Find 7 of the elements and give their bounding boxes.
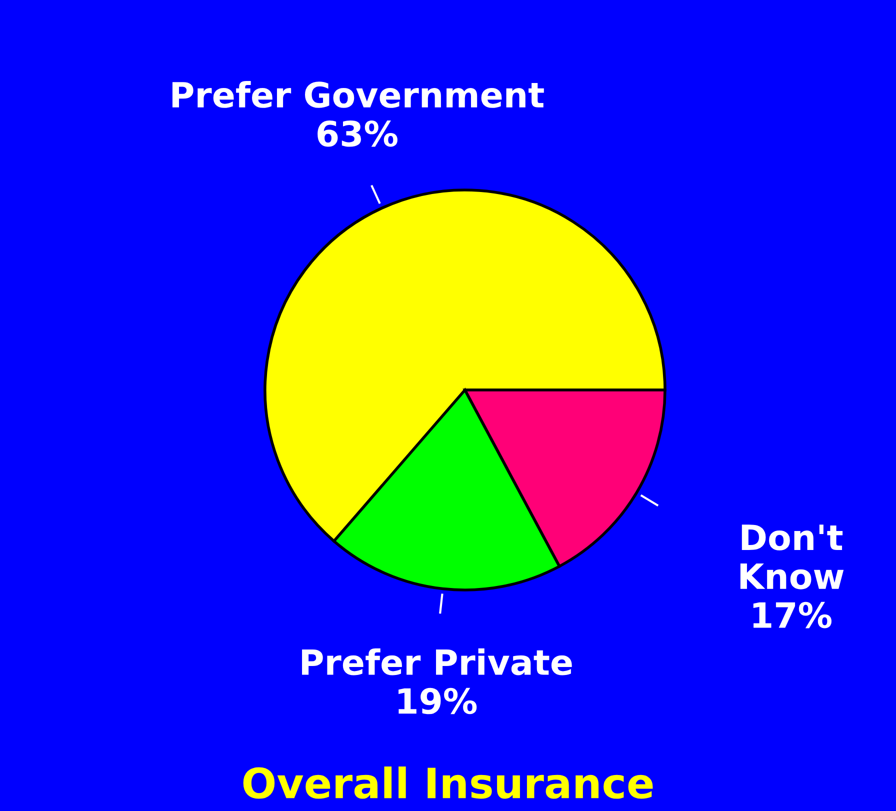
data-label: 17% xyxy=(753,602,832,628)
slice-label: Prefer Private xyxy=(302,648,572,676)
text: Overall Insurance xyxy=(243,766,653,799)
data-label: 19% xyxy=(398,688,477,714)
slice-label: Don't Know xyxy=(740,524,844,590)
slice-label: Prefer Government xyxy=(172,81,544,108)
data-label: 63% xyxy=(318,120,398,147)
